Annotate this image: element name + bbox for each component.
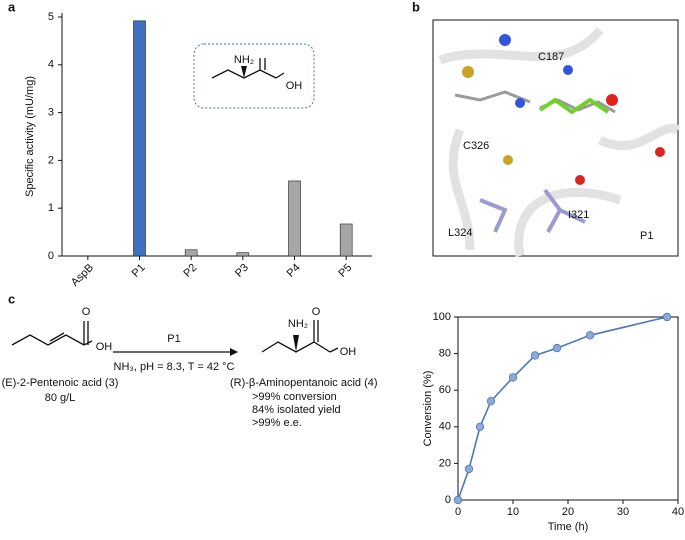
x-tick-label: P2	[181, 262, 199, 280]
inset-box	[193, 43, 315, 109]
x-tick-label: P3	[233, 262, 251, 280]
compound-name: (E)-2-Pentenoic acid (3)	[2, 377, 119, 389]
marker	[464, 464, 474, 474]
marker	[530, 351, 540, 360]
panel-label: a	[8, 0, 16, 14]
x-tick-label: 0	[455, 506, 461, 518]
residue-label: I321	[568, 209, 589, 221]
atom-label: NH₂	[288, 318, 308, 330]
marker	[662, 312, 672, 322]
x-tick-label: P5	[336, 262, 354, 280]
atom-label: OH	[340, 346, 357, 358]
molecule	[11, 321, 93, 346]
marker	[585, 331, 595, 340]
x-tick-label: P1	[130, 262, 148, 280]
residue-label: C326	[463, 140, 489, 152]
bar	[288, 180, 301, 257]
bar	[236, 252, 250, 257]
y-axis-label: Specific activity (mU/mg)	[24, 76, 36, 197]
bar	[339, 223, 353, 257]
y-tick-label: 3	[48, 107, 54, 119]
panel-label: b	[412, 0, 420, 14]
x-axis-label: Time (h)	[548, 521, 589, 533]
bar	[184, 249, 198, 257]
marker	[453, 495, 463, 505]
x-tick-label: P4	[285, 262, 303, 280]
x-tick-label: AspB	[69, 262, 96, 289]
y-tick-label: 2	[48, 154, 54, 166]
wedge	[293, 335, 299, 352]
y-tick-label: 40	[439, 421, 451, 433]
y-tick-label: 5	[48, 11, 54, 23]
protein-structure	[432, 19, 681, 257]
compound-name: (R)-β-Aminopentanoic acid (4)	[230, 377, 378, 389]
compound-amount: 80 g/L	[45, 392, 76, 404]
residue-label: L324	[448, 227, 472, 239]
marker	[552, 343, 562, 353]
y-tick-label: 4	[48, 59, 54, 71]
product-note: >99% conversion	[252, 391, 337, 403]
y-tick-label: 60	[439, 384, 451, 396]
y-tick-label: 0	[48, 250, 54, 262]
wedge	[241, 66, 247, 78]
marker	[475, 422, 485, 431]
x-tick-label: 10	[507, 506, 519, 518]
axes	[61, 13, 372, 257]
marker	[486, 396, 496, 406]
conditions: NH₃, pH = 8.3, T = 42 °C	[114, 361, 235, 373]
y-axis-label: Conversion (%)	[422, 371, 434, 447]
product-note: >99% e.e.	[252, 417, 302, 429]
atom-label: O	[312, 306, 321, 318]
bar	[133, 20, 146, 257]
arrow-head	[230, 348, 238, 356]
marker	[508, 373, 518, 382]
product-note: 84% isolated yield	[252, 404, 341, 416]
atom-label: OH	[286, 80, 303, 92]
line	[457, 316, 668, 501]
residue-label: C187	[538, 51, 564, 63]
x-tick-label: 20	[562, 506, 574, 518]
y-tick-label: 1	[48, 202, 54, 214]
y-tick-label: 80	[439, 348, 451, 360]
y-tick-label: 0	[445, 494, 451, 506]
atom-label: OH	[96, 341, 113, 353]
atom-label: O	[82, 306, 91, 318]
x-tick-label: 40	[672, 506, 684, 518]
catalyst: P1	[167, 333, 180, 345]
residue-label: P1	[640, 230, 653, 242]
x-tick-label: 30	[617, 506, 629, 518]
panel-label: c	[8, 291, 15, 306]
atom-label: NH₂	[234, 54, 254, 66]
y-tick-label: 20	[439, 457, 451, 469]
y-tick-label: 100	[433, 311, 451, 323]
